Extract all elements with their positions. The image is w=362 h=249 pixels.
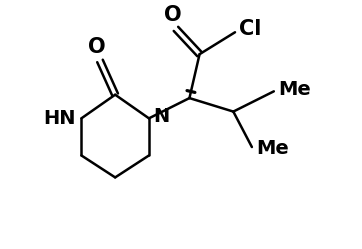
Text: N: N [153, 107, 169, 126]
Text: Cl: Cl [239, 19, 261, 39]
Text: O: O [164, 5, 181, 25]
Text: Me: Me [256, 139, 289, 158]
Text: Me: Me [278, 80, 311, 99]
Text: HN: HN [43, 109, 75, 128]
Text: O: O [88, 37, 105, 57]
